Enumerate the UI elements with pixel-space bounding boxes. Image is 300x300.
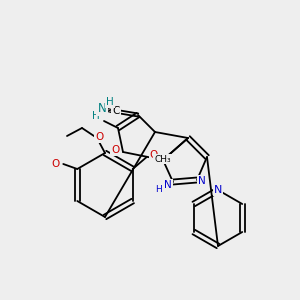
- Text: O: O: [95, 132, 103, 142]
- Text: H: H: [92, 111, 100, 121]
- Text: O: O: [51, 159, 59, 169]
- Text: N: N: [214, 185, 222, 195]
- Text: N: N: [164, 180, 172, 190]
- Text: N: N: [95, 102, 103, 112]
- Text: C: C: [112, 106, 120, 116]
- Text: H: H: [106, 97, 114, 107]
- Text: N: N: [98, 101, 106, 115]
- Text: H: H: [156, 185, 162, 194]
- Text: N: N: [198, 176, 206, 186]
- Text: O: O: [150, 150, 158, 160]
- Text: O: O: [111, 145, 119, 155]
- Text: CH₃: CH₃: [154, 154, 171, 164]
